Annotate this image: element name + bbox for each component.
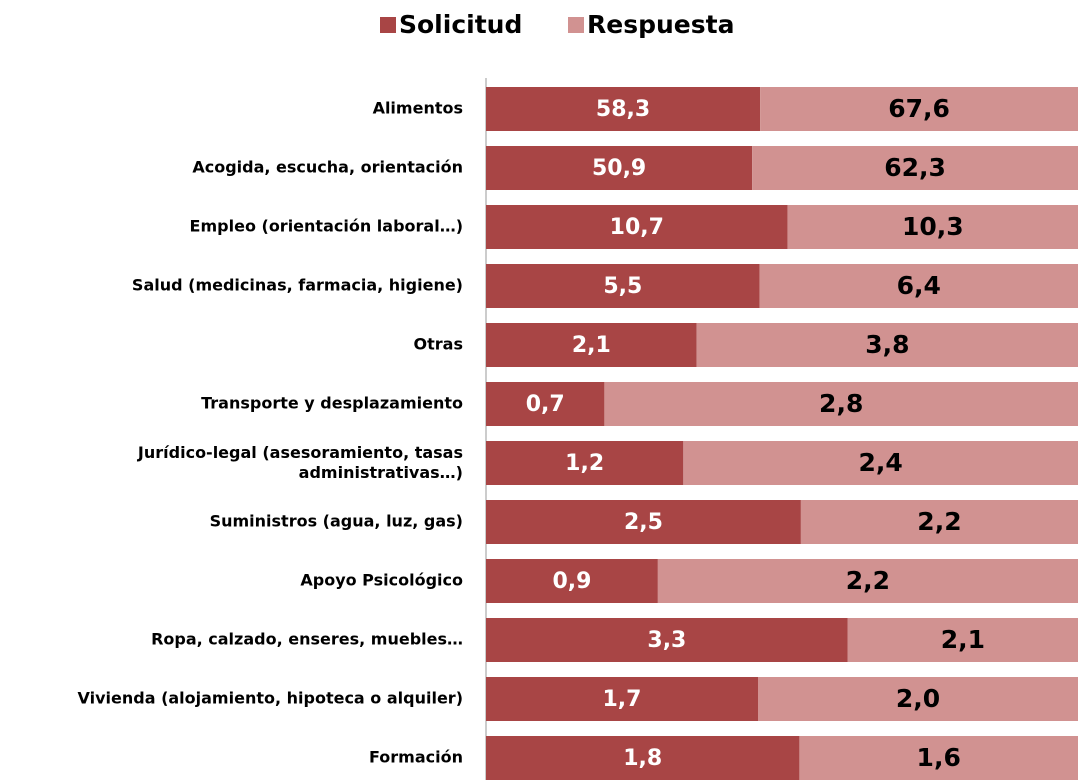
legend-swatch [380,17,396,33]
data-label: 2,2 [846,566,890,595]
data-label: 3,8 [865,330,909,359]
bar-segment [486,559,658,603]
bar-segment [799,736,1078,780]
bar-segment [486,382,605,426]
category-label: Acogida, escucha, orientación [192,158,463,177]
data-label: 2,8 [819,389,863,418]
bar-segment [486,205,788,249]
bar-segment [486,500,801,544]
data-label: 67,6 [888,94,950,123]
category-label: Apoyo Psicológico [300,571,463,590]
data-label: 1,7 [603,687,642,712]
legend-label: Solicitud [399,10,522,39]
data-label: 1,2 [565,451,604,476]
data-label: 58,3 [596,97,650,122]
data-label: 1,8 [623,746,662,771]
data-label: 2,4 [859,448,903,477]
bar-segment [696,323,1078,367]
data-label: 2,5 [624,510,663,535]
data-label: 2,1 [572,333,611,358]
bar-segment [486,87,761,131]
bar-segment [752,146,1078,190]
bar-segment [486,736,800,780]
bar-segment [486,264,760,308]
category-label: Transporte y desplazamiento [201,394,463,413]
data-label: 2,0 [896,684,940,713]
category-label: Formación [369,748,463,767]
bar-segment [486,146,753,190]
bar-segment [657,559,1078,603]
data-label: 0,9 [552,569,591,594]
category-label: Ropa, calzado, enseres, muebles… [151,630,463,649]
bar-segment [486,441,684,485]
category-label: Vivienda (alojamiento, hipoteca o alquil… [78,689,464,708]
data-label: 10,3 [902,212,964,241]
data-label: 0,7 [526,392,565,417]
bar-segment [683,441,1078,485]
data-label: 3,3 [647,628,686,653]
category-label: Alimentos [373,99,463,118]
bar-segment [847,618,1078,662]
bar-segment [486,618,848,662]
data-label: 50,9 [592,156,646,181]
data-label: 6,4 [897,271,941,300]
bar-segment [800,500,1078,544]
bar-segment [604,382,1078,426]
bar-segment [486,677,758,721]
legend-swatch [568,17,584,33]
bar-segment [486,323,697,367]
legend-label: Respuesta [587,10,734,39]
data-label: 62,3 [884,153,946,182]
bar-segment [760,87,1078,131]
bar-segment [759,264,1078,308]
data-label: 10,7 [610,215,664,240]
bar-segment [758,677,1078,721]
category-label: Empleo (orientación laboral…) [190,217,463,236]
data-label: 5,5 [603,274,642,299]
data-label: 2,1 [941,625,985,654]
category-label: Jurídico-legal (asesoramiento, tasas admi… [137,443,463,482]
category-label: Suministros (agua, luz, gas) [210,512,463,531]
category-label: Otras [414,335,463,354]
data-label: 1,6 [917,743,961,772]
category-label: Salud (medicinas, farmacia, higiene) [132,276,463,295]
bar-segment [787,205,1078,249]
data-label: 2,2 [917,507,961,536]
